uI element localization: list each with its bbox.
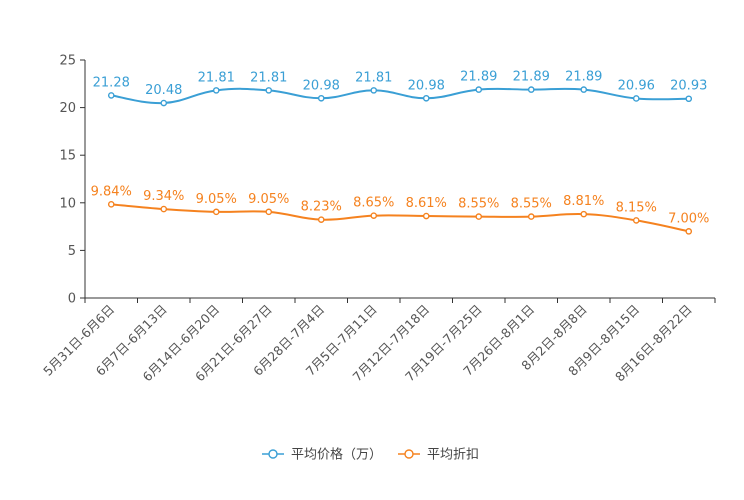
data-label: 20.48 — [145, 83, 182, 98]
legend-label-1: 平均折扣 — [427, 448, 479, 463]
data-point — [370, 87, 378, 94]
data-point — [632, 217, 640, 224]
data-label: 9.34% — [143, 189, 184, 204]
data-point — [212, 87, 220, 94]
data-label: 9.05% — [196, 192, 237, 207]
data-point — [107, 92, 115, 99]
data-label: 8.23% — [301, 200, 342, 215]
series-line-1 — [111, 203, 689, 233]
data-label: 21.89 — [565, 70, 602, 85]
data-label: 20.98 — [303, 78, 340, 93]
data-point — [475, 86, 483, 93]
y-tick-label: 10 — [59, 196, 76, 211]
data-label: 21.81 — [355, 70, 392, 85]
data-point — [580, 86, 588, 93]
data-point — [212, 208, 220, 216]
data-label: 8.15% — [616, 200, 657, 215]
data-label: 21.81 — [250, 70, 287, 85]
data-point — [527, 86, 535, 93]
data-label: 7.00% — [668, 211, 709, 226]
data-label: 21.28 — [93, 75, 130, 90]
data-point — [265, 87, 273, 94]
data-point — [265, 208, 273, 216]
data-point — [580, 210, 588, 218]
data-label: 9.05% — [248, 192, 289, 207]
data-point — [422, 212, 430, 220]
data-label: 9.84% — [91, 184, 132, 199]
data-point — [475, 213, 483, 220]
data-point — [685, 95, 693, 103]
y-tick-label: 15 — [59, 149, 76, 164]
data-label: 21.89 — [513, 70, 550, 85]
data-label: 8.55% — [458, 197, 499, 212]
data-label: 20.98 — [408, 78, 445, 93]
data-point — [632, 95, 640, 102]
data-label: 21.89 — [460, 70, 497, 85]
data-label: 8.81% — [563, 194, 604, 209]
data-label: 8.55% — [511, 197, 552, 212]
y-tick-label: 20 — [59, 101, 76, 116]
y-tick-label: 25 — [59, 54, 76, 69]
legend-marker-1 — [404, 449, 414, 459]
data-point — [685, 228, 693, 235]
data-label: 8.65% — [353, 196, 394, 211]
data-point — [160, 205, 168, 213]
legend-marker-0 — [268, 449, 278, 459]
y-tick-label: 0 — [68, 292, 76, 307]
data-label: 20.93 — [670, 79, 707, 94]
data-label: 8.61% — [406, 196, 447, 211]
series-line-0 — [111, 87, 689, 105]
data-point — [107, 201, 115, 208]
y-tick-label: 5 — [68, 244, 76, 259]
legend-label-0: 平均价格（万） — [291, 447, 382, 463]
data-label: 20.96 — [618, 78, 655, 93]
data-point — [317, 94, 325, 102]
data-point — [422, 94, 430, 102]
data-label: 21.81 — [198, 70, 235, 85]
data-point — [160, 99, 168, 107]
data-point — [527, 213, 535, 220]
data-point — [317, 216, 325, 223]
data-point — [370, 212, 378, 219]
